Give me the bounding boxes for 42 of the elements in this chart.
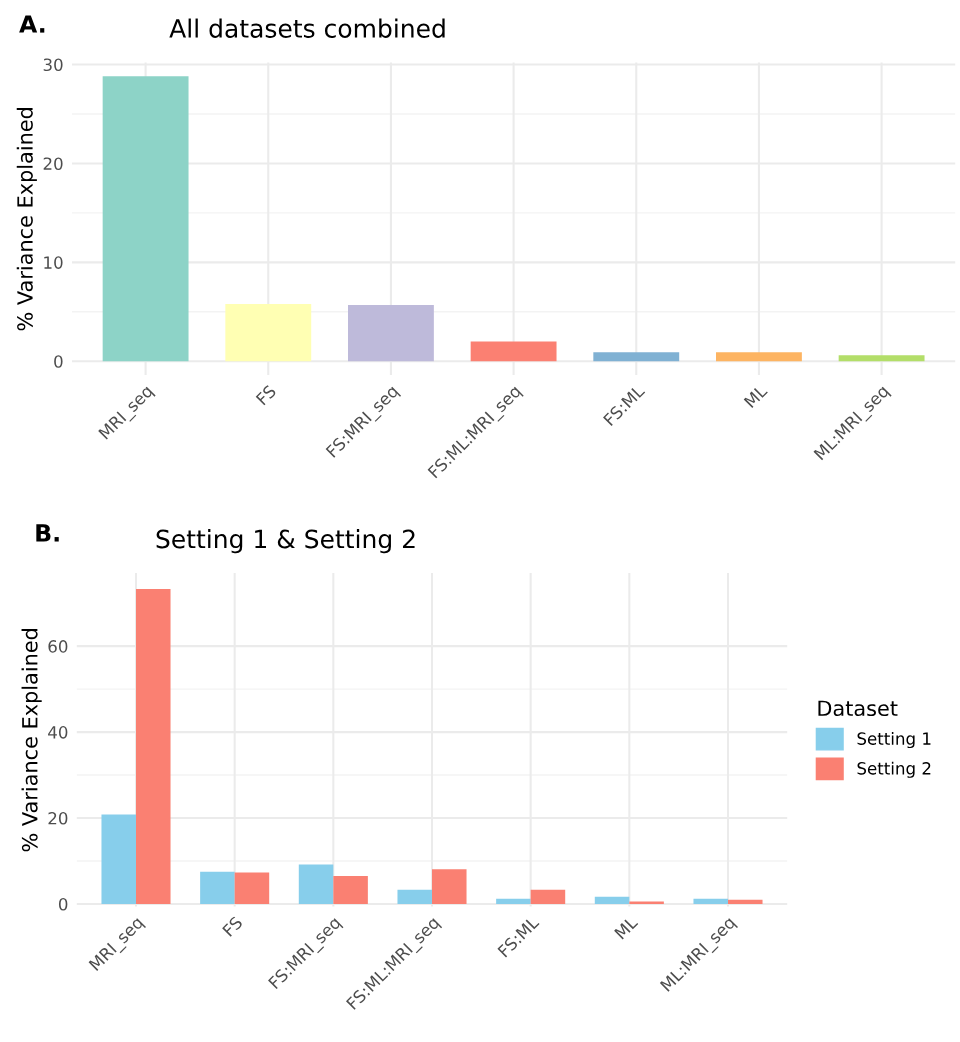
bar: [136, 589, 171, 904]
bar: [397, 889, 432, 904]
bar: [716, 352, 802, 362]
x-tick-label: ML: [743, 383, 768, 408]
bar: [234, 872, 270, 904]
y-tick-label: 0: [54, 355, 63, 368]
bar: [200, 871, 235, 904]
y-tick-label: 0: [58, 897, 68, 911]
bar: [838, 355, 925, 362]
legend-title: Dataset: [818, 700, 898, 717]
y-tick-label: 20: [43, 157, 63, 170]
y-axis-title: % Variance Explained: [16, 108, 37, 331]
bar: [101, 814, 136, 904]
bar: [693, 898, 728, 904]
bar: [348, 304, 434, 362]
x-tick-label: FS: [255, 384, 277, 406]
legend-label: Setting 2: [857, 761, 931, 778]
bar: [629, 901, 664, 904]
chart-title: All datasets combined: [169, 18, 445, 38]
y-tick-label: 10: [44, 256, 63, 269]
bar: [102, 76, 189, 362]
bar: [225, 303, 312, 362]
chart-title: Setting 1 & Setting 2: [156, 529, 415, 554]
bar: [728, 899, 763, 904]
bar: [470, 341, 557, 362]
y-tick-label: 60: [48, 640, 68, 653]
text: B.: [36, 524, 59, 542]
bar: [496, 898, 531, 904]
bar: [298, 864, 334, 904]
bar: [593, 352, 680, 362]
y-axis-title: % Variance Explained: [21, 629, 42, 852]
bar: [594, 896, 630, 904]
y-tick-label: 30: [43, 58, 63, 72]
y-tick-label: 20: [48, 811, 68, 825]
bar: [530, 889, 566, 904]
y-tick-label: 40: [48, 726, 68, 739]
legend-label: Setting 1: [857, 731, 931, 749]
bar: [333, 876, 368, 904]
x-tick-label: FS: [221, 915, 244, 937]
bar: [432, 869, 467, 904]
x-tick-label: ML: [614, 915, 639, 940]
text: A.: [19, 15, 45, 33]
